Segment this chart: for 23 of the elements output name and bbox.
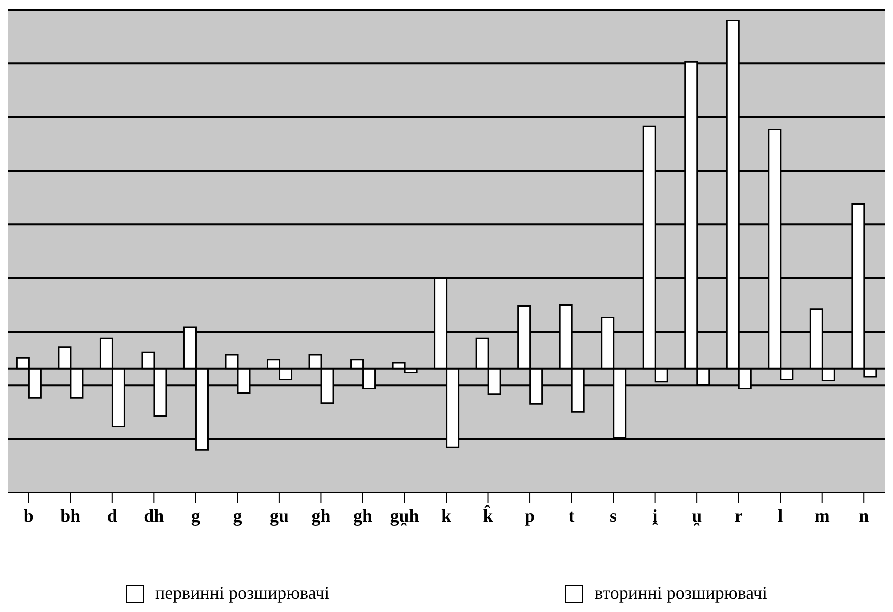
- x-tick-label: b: [24, 506, 34, 526]
- x-tick-label: bh: [60, 506, 81, 526]
- legend-label: вторинні розширювачі: [594, 583, 768, 604]
- x-tick-label: g: [191, 506, 200, 526]
- x-tick-label: n: [859, 506, 870, 526]
- x-tick-label: u̯: [692, 506, 702, 526]
- x-tick-label: gu̯h: [390, 506, 420, 526]
- x-tick-label: s: [610, 506, 618, 526]
- x-tick-label: g: [233, 506, 242, 526]
- x-tick-label: l: [778, 506, 784, 526]
- x-tick-label: d: [107, 506, 118, 526]
- x-tick-label: dh: [144, 506, 164, 526]
- x-tick-label: r: [734, 506, 743, 526]
- x-tick-label: p: [525, 506, 536, 526]
- x-tick-label: gu: [270, 506, 289, 526]
- x-tick-label: t: [568, 506, 575, 526]
- x-tick-label: k̂: [483, 505, 494, 526]
- x-tick-label: m: [814, 506, 830, 526]
- x-tick-label: i̯: [652, 506, 658, 526]
- x-tick-label: gh: [312, 506, 331, 526]
- x-tick-label: k: [441, 506, 452, 526]
- legend-label: первинні розширювачі: [156, 583, 330, 604]
- x-tick-label: gh: [353, 506, 372, 526]
